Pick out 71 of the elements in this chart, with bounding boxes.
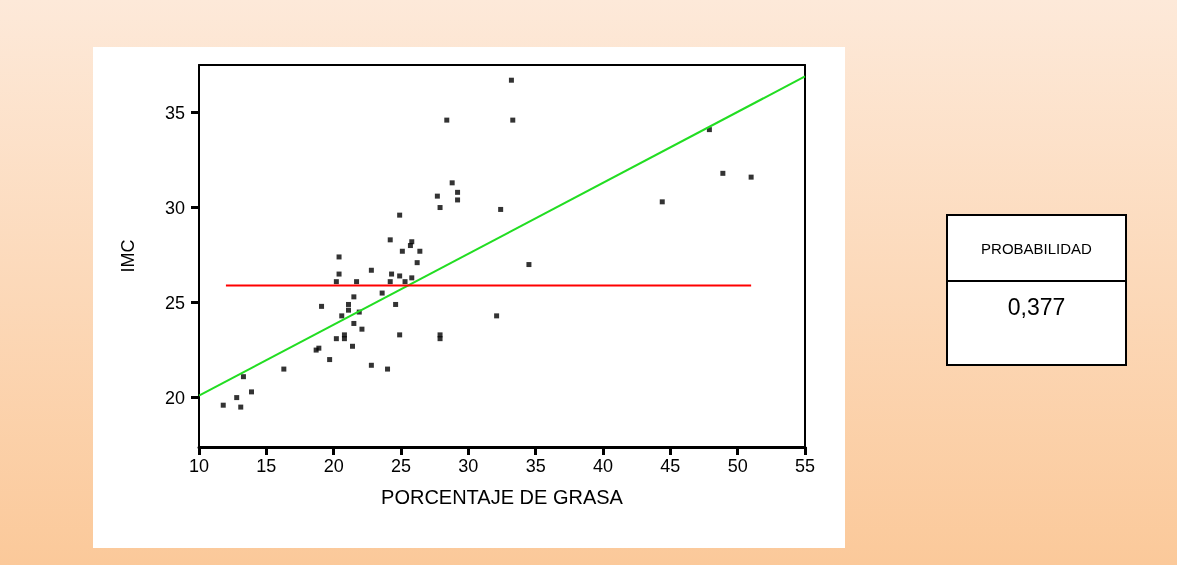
x-tick-label: 35 (525, 456, 546, 476)
point (510, 117, 516, 123)
point (437, 205, 443, 211)
point (397, 332, 403, 338)
x-axis-title: PORCENTAJE DE GRASA (381, 486, 624, 508)
point (720, 170, 726, 176)
point (389, 271, 395, 277)
point (387, 279, 393, 285)
y-axis-title: IMC (118, 239, 138, 273)
point (498, 206, 504, 212)
point (434, 193, 440, 199)
point (437, 336, 443, 342)
point (319, 303, 325, 309)
x-tick-label: 20 (323, 456, 344, 476)
point (351, 294, 357, 300)
point (350, 343, 356, 349)
point (659, 199, 665, 205)
point (526, 262, 532, 268)
x-tick-label: 25 (390, 456, 412, 476)
point (444, 117, 450, 123)
point (397, 212, 403, 218)
point (508, 77, 514, 83)
point (234, 395, 240, 401)
point (238, 404, 244, 410)
point (327, 357, 333, 363)
point (333, 336, 339, 342)
point (494, 313, 500, 319)
x-tick-label: 30 (458, 456, 479, 476)
text: 0,377 (1006, 293, 1067, 322)
point (336, 254, 342, 260)
point (333, 279, 339, 285)
point (407, 243, 413, 249)
y-tick-label: 25 (164, 292, 185, 313)
point (387, 237, 393, 243)
point (399, 248, 405, 254)
y-tick-label: 35 (164, 102, 185, 123)
point (455, 189, 461, 195)
x-tick-label: 50 (727, 456, 748, 476)
point (748, 174, 754, 180)
point (368, 362, 374, 368)
point (339, 313, 345, 319)
x-tick-label: 15 (256, 456, 277, 476)
point (341, 336, 347, 342)
x-tick-label: 10 (188, 456, 210, 476)
x-tick-label: 55 (794, 456, 816, 476)
point (354, 279, 360, 285)
point (351, 320, 357, 326)
point (336, 271, 342, 277)
point (220, 402, 226, 408)
point (449, 180, 455, 186)
point (455, 197, 461, 203)
x-tick-label: 40 (592, 456, 614, 476)
point (397, 273, 403, 279)
point (393, 301, 399, 307)
point (249, 389, 255, 395)
point (385, 366, 391, 372)
point (281, 366, 287, 372)
y-tick-label: 20 (164, 387, 185, 408)
point (379, 290, 385, 296)
x-tick-label: 45 (660, 456, 681, 476)
point (345, 307, 351, 313)
point (359, 326, 365, 332)
point (240, 374, 246, 380)
point (409, 275, 415, 281)
y-tick-label: 30 (164, 197, 185, 218)
text: PROBABILIDAD (948, 216, 1125, 282)
point (417, 248, 423, 254)
point (414, 260, 420, 266)
point (368, 267, 374, 273)
point (402, 279, 408, 285)
point (345, 301, 351, 307)
